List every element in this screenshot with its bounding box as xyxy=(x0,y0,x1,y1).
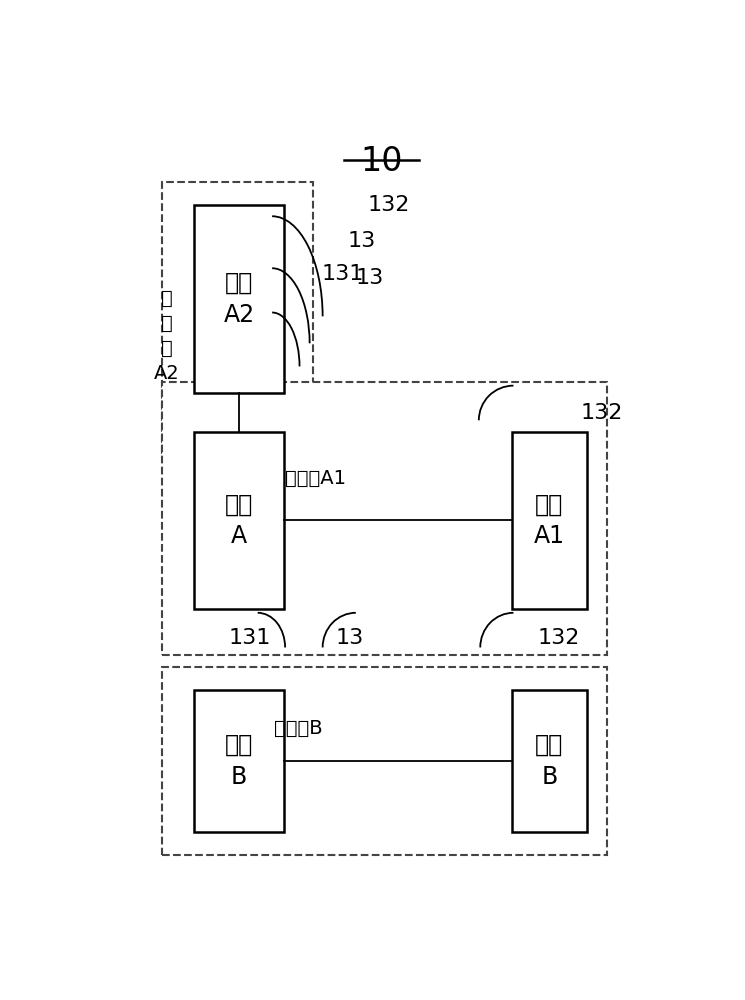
Text: 13: 13 xyxy=(335,628,364,648)
Text: 132: 132 xyxy=(538,628,580,648)
Text: 132: 132 xyxy=(581,403,624,423)
Text: 主板
B: 主板 B xyxy=(225,733,253,789)
Text: 13: 13 xyxy=(356,268,384,288)
Text: 13: 13 xyxy=(347,231,375,251)
Bar xyxy=(194,690,284,832)
Bar xyxy=(512,432,587,609)
Text: 主板
A: 主板 A xyxy=(225,493,253,548)
Text: 10: 10 xyxy=(361,145,403,178)
Text: 131: 131 xyxy=(321,264,364,284)
Text: 备板
A1: 备板 A1 xyxy=(533,493,565,548)
Text: 备板
A2: 备板 A2 xyxy=(224,271,255,327)
Bar xyxy=(162,182,313,455)
Text: 备
份
组
A2: 备 份 组 A2 xyxy=(154,289,180,383)
Text: 132: 132 xyxy=(367,195,410,215)
Text: 备板
B: 备板 B xyxy=(535,733,563,789)
Text: 备份组A1: 备份组A1 xyxy=(285,469,346,488)
Bar xyxy=(194,432,284,609)
Bar xyxy=(194,205,284,393)
Text: 备份组B: 备份组B xyxy=(273,719,323,738)
Bar xyxy=(512,690,587,832)
Text: 131: 131 xyxy=(229,628,271,648)
Bar xyxy=(162,667,607,855)
Bar xyxy=(162,382,607,655)
